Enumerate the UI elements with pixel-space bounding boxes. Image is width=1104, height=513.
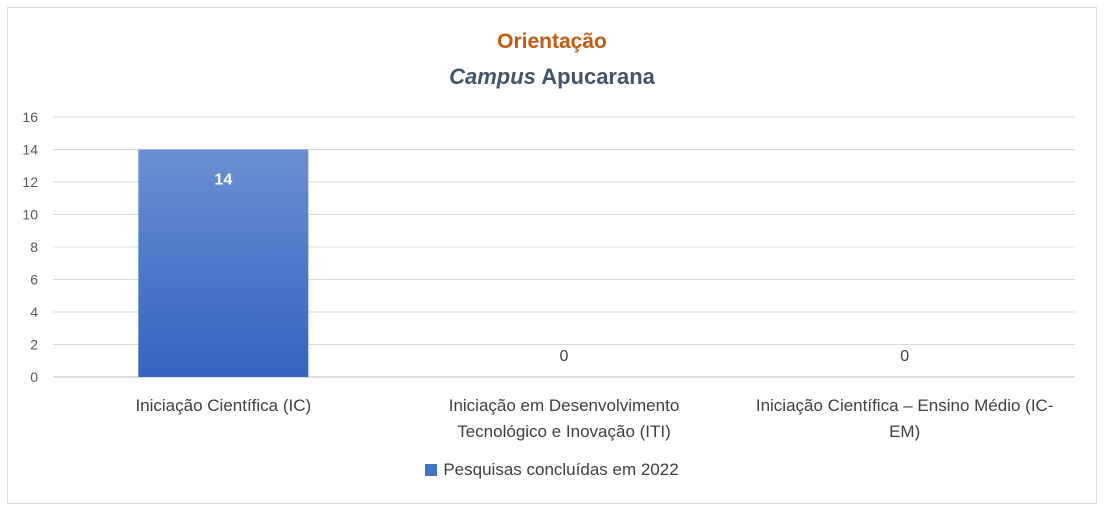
y-tick-label: 12 (22, 174, 38, 190)
chart-title: Orientação (497, 30, 607, 53)
y-tick-label: 10 (22, 207, 38, 223)
subtitle-italic: Campus (449, 64, 536, 89)
chart-subtitle: Campus Apucarana (0, 64, 1104, 90)
y-tick-label: 2 (30, 337, 38, 353)
y-tick-label: 14 (22, 142, 38, 158)
category-label: Iniciação Científica – Ensino Médio (IC- (756, 396, 1054, 415)
bar (138, 149, 309, 377)
legend: Pesquisas concluídas em 2022 (0, 460, 1104, 480)
y-tick-label: 8 (30, 239, 38, 255)
legend-swatch (425, 464, 438, 476)
legend-label: Pesquisas concluídas em 2022 (443, 460, 679, 479)
category-label: EM) (889, 422, 920, 441)
y-tick-label: 4 (30, 304, 38, 320)
category-label: Iniciação em Desenvolvimento (449, 396, 680, 415)
subtitle-rest: Apucarana (541, 64, 655, 89)
data-label: 0 (560, 348, 569, 365)
y-tick-label: 0 (30, 369, 38, 385)
category-label: Tecnológico e Inovação (ITI) (457, 422, 671, 441)
category-label: Iniciação Científica (IC) (135, 396, 311, 415)
y-tick-label: 6 (30, 272, 38, 288)
data-label: 0 (900, 348, 909, 365)
chart-frame (7, 7, 1097, 504)
y-tick-label: 16 (22, 109, 38, 125)
data-label: 14 (214, 172, 232, 189)
